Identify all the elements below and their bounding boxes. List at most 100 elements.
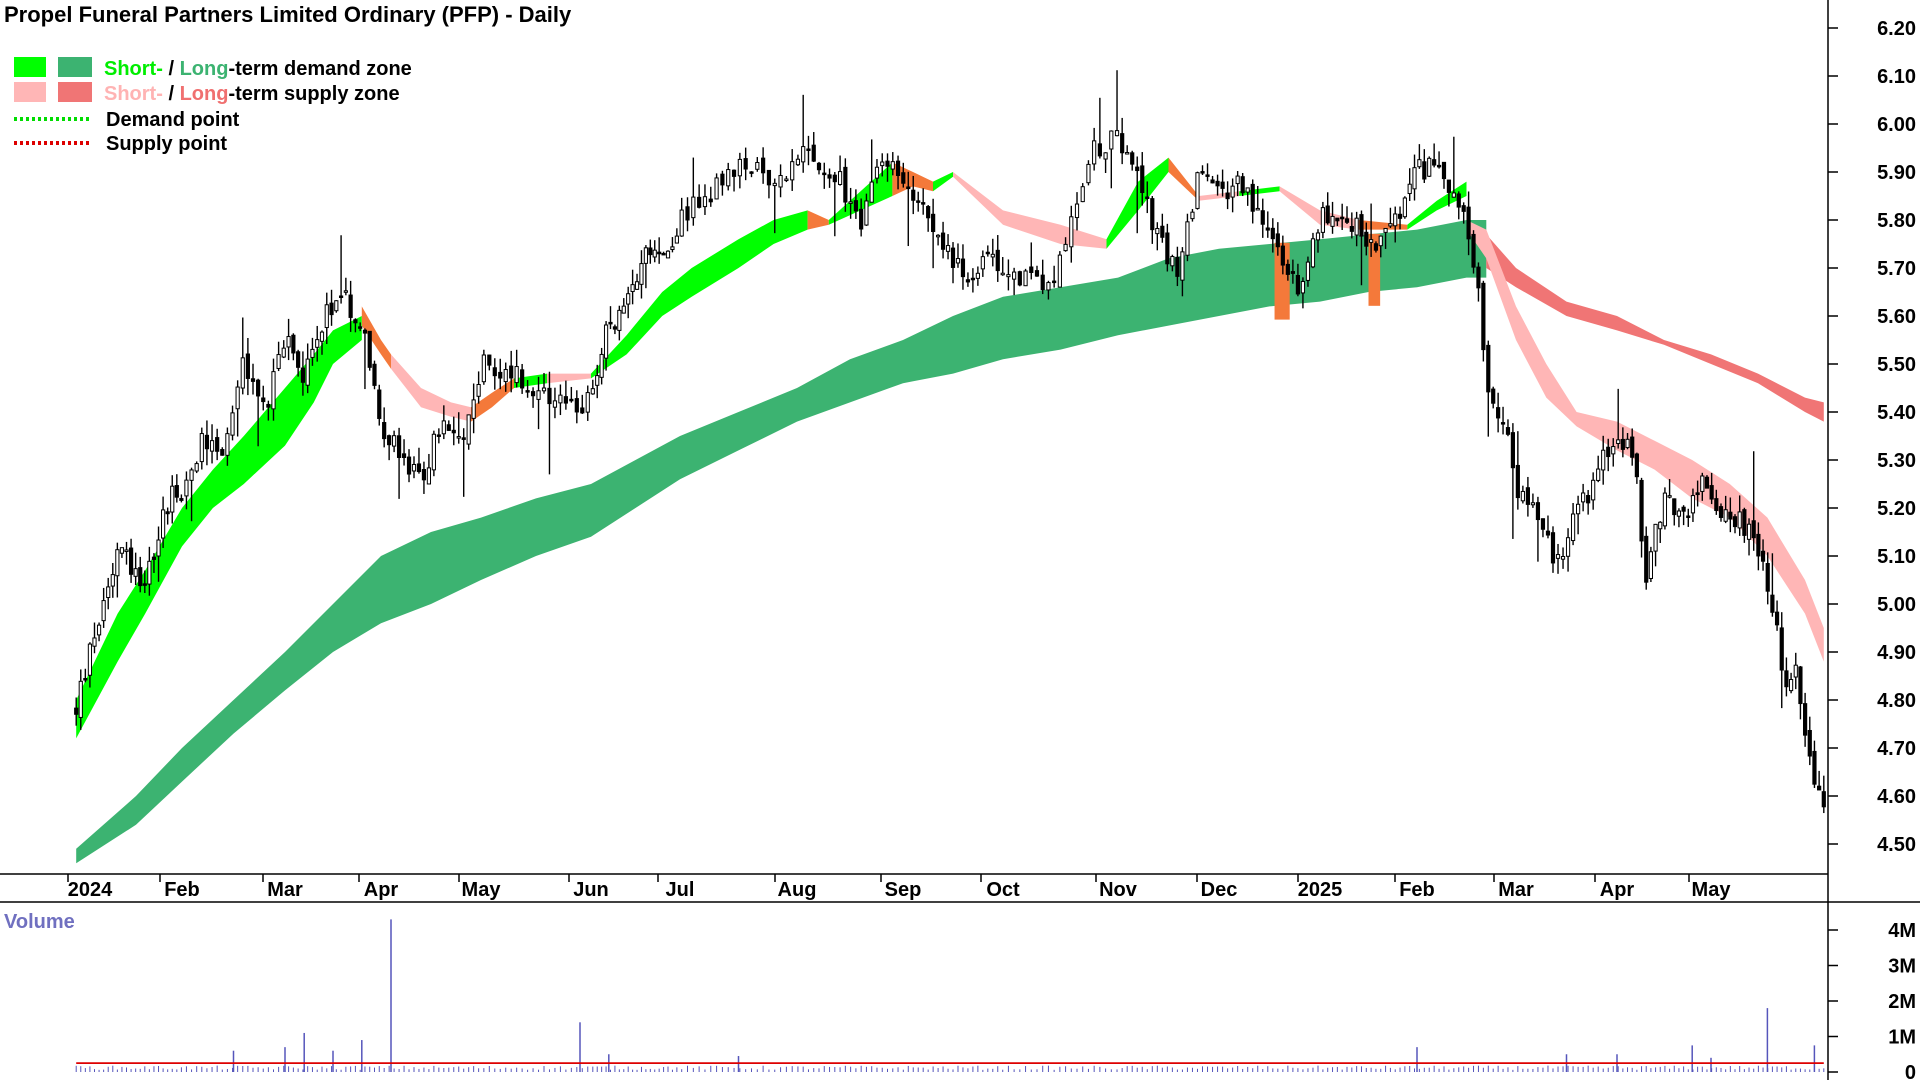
candle-body xyxy=(926,206,931,219)
candle-body xyxy=(128,547,134,575)
candle-body xyxy=(720,173,725,186)
candle-body xyxy=(250,378,256,382)
candle-body xyxy=(372,363,377,386)
candle-body xyxy=(766,169,772,186)
candle-body xyxy=(1695,492,1700,496)
candle-body xyxy=(634,281,640,290)
candle-body xyxy=(1185,221,1190,256)
candle-body xyxy=(1756,533,1761,557)
candle-body xyxy=(970,277,975,281)
x-tick-label: Jun xyxy=(573,879,609,901)
volume-tick-label: 1M xyxy=(1888,1027,1916,1049)
legend-swatch-short xyxy=(14,82,46,102)
candle-body xyxy=(160,509,166,539)
candle-body xyxy=(547,387,552,405)
candle-body xyxy=(599,353,604,378)
candle-body xyxy=(936,234,941,238)
candle-body xyxy=(1135,166,1140,172)
candle-body xyxy=(1576,503,1581,515)
short-term-zone-segment xyxy=(471,378,514,422)
candle-body xyxy=(790,161,795,181)
candle-body xyxy=(1359,214,1364,237)
candle-body xyxy=(1481,282,1486,351)
candle-body xyxy=(761,157,766,174)
candle-body xyxy=(281,347,286,358)
candle-body xyxy=(1653,523,1658,552)
candle-body xyxy=(194,463,199,472)
candle-body xyxy=(245,353,250,379)
candle-body xyxy=(895,160,901,176)
candle-body xyxy=(1751,520,1756,539)
candle-body xyxy=(1770,594,1775,613)
candle-body xyxy=(1295,274,1301,295)
candle-body xyxy=(1491,388,1496,404)
candle-body xyxy=(411,463,417,472)
candle-body xyxy=(296,351,301,368)
candle-body xyxy=(853,200,858,212)
x-tick-label: Feb xyxy=(1399,879,1435,901)
candle-body xyxy=(890,161,895,170)
price-tick-label: 4.90 xyxy=(1877,642,1916,664)
candle-body xyxy=(1581,492,1586,503)
candle-body xyxy=(367,330,372,368)
candle-body xyxy=(92,637,97,647)
candle-body xyxy=(590,388,595,395)
candle-body xyxy=(816,162,822,171)
candle-body xyxy=(1510,432,1515,469)
candle-body xyxy=(1315,232,1321,241)
candle-body xyxy=(1662,492,1668,527)
candle-body xyxy=(133,568,138,577)
candle-body xyxy=(1535,502,1541,521)
candle-body xyxy=(990,253,995,258)
candle-body xyxy=(1760,550,1766,562)
candle-body xyxy=(1200,171,1205,174)
candle-body xyxy=(189,469,194,481)
candle-body xyxy=(691,196,696,219)
candle-body xyxy=(305,358,310,386)
candle-body xyxy=(498,371,503,379)
candle-body xyxy=(1215,180,1220,187)
candle-body xyxy=(1195,172,1200,209)
price-tick-label: 6.10 xyxy=(1877,66,1916,88)
candle-body xyxy=(1732,516,1738,528)
short-term-zone-segment xyxy=(361,306,391,369)
short-term-zone-segment xyxy=(591,210,808,379)
candle-body xyxy=(657,251,662,255)
candle-body xyxy=(151,556,157,560)
candle-body xyxy=(1270,227,1275,240)
legend-label: Short- / Long-term supply zone xyxy=(104,83,400,105)
candle-body xyxy=(1441,161,1447,180)
x-tick-label: May xyxy=(1692,879,1732,901)
price-tick-label: 5.70 xyxy=(1877,258,1916,280)
candle-body xyxy=(286,336,291,348)
candle-body xyxy=(1456,193,1461,208)
candle-body xyxy=(995,249,1000,272)
candle-body xyxy=(396,435,402,458)
candle-body xyxy=(503,369,508,383)
candle-body xyxy=(392,435,397,447)
candle-body xyxy=(416,463,422,473)
volume-label: Volume xyxy=(4,911,75,933)
legend-swatch-long xyxy=(58,82,92,102)
candle-body xyxy=(955,258,961,264)
candle-body xyxy=(1412,167,1417,190)
candle-body xyxy=(184,479,189,497)
candle-body xyxy=(1407,183,1412,195)
candle-body xyxy=(487,354,492,366)
candle-body xyxy=(1432,159,1437,166)
x-tick-label: Sep xyxy=(885,879,922,901)
legend-swatch-long xyxy=(58,57,92,77)
price-tick-label: 5.30 xyxy=(1877,450,1916,472)
short-term-zone-segment xyxy=(1407,181,1467,230)
candle-body xyxy=(525,390,530,393)
candle-body xyxy=(1500,422,1506,425)
candle-body xyxy=(1150,198,1155,231)
price-tick-label: 6.20 xyxy=(1877,18,1916,40)
candle-body xyxy=(348,294,353,318)
candle-body xyxy=(648,247,653,256)
candle-body xyxy=(1063,243,1068,252)
candle-body xyxy=(1130,152,1135,165)
price-tick-label: 5.40 xyxy=(1877,402,1916,424)
candle-body xyxy=(138,567,143,587)
candle-body xyxy=(595,375,600,386)
